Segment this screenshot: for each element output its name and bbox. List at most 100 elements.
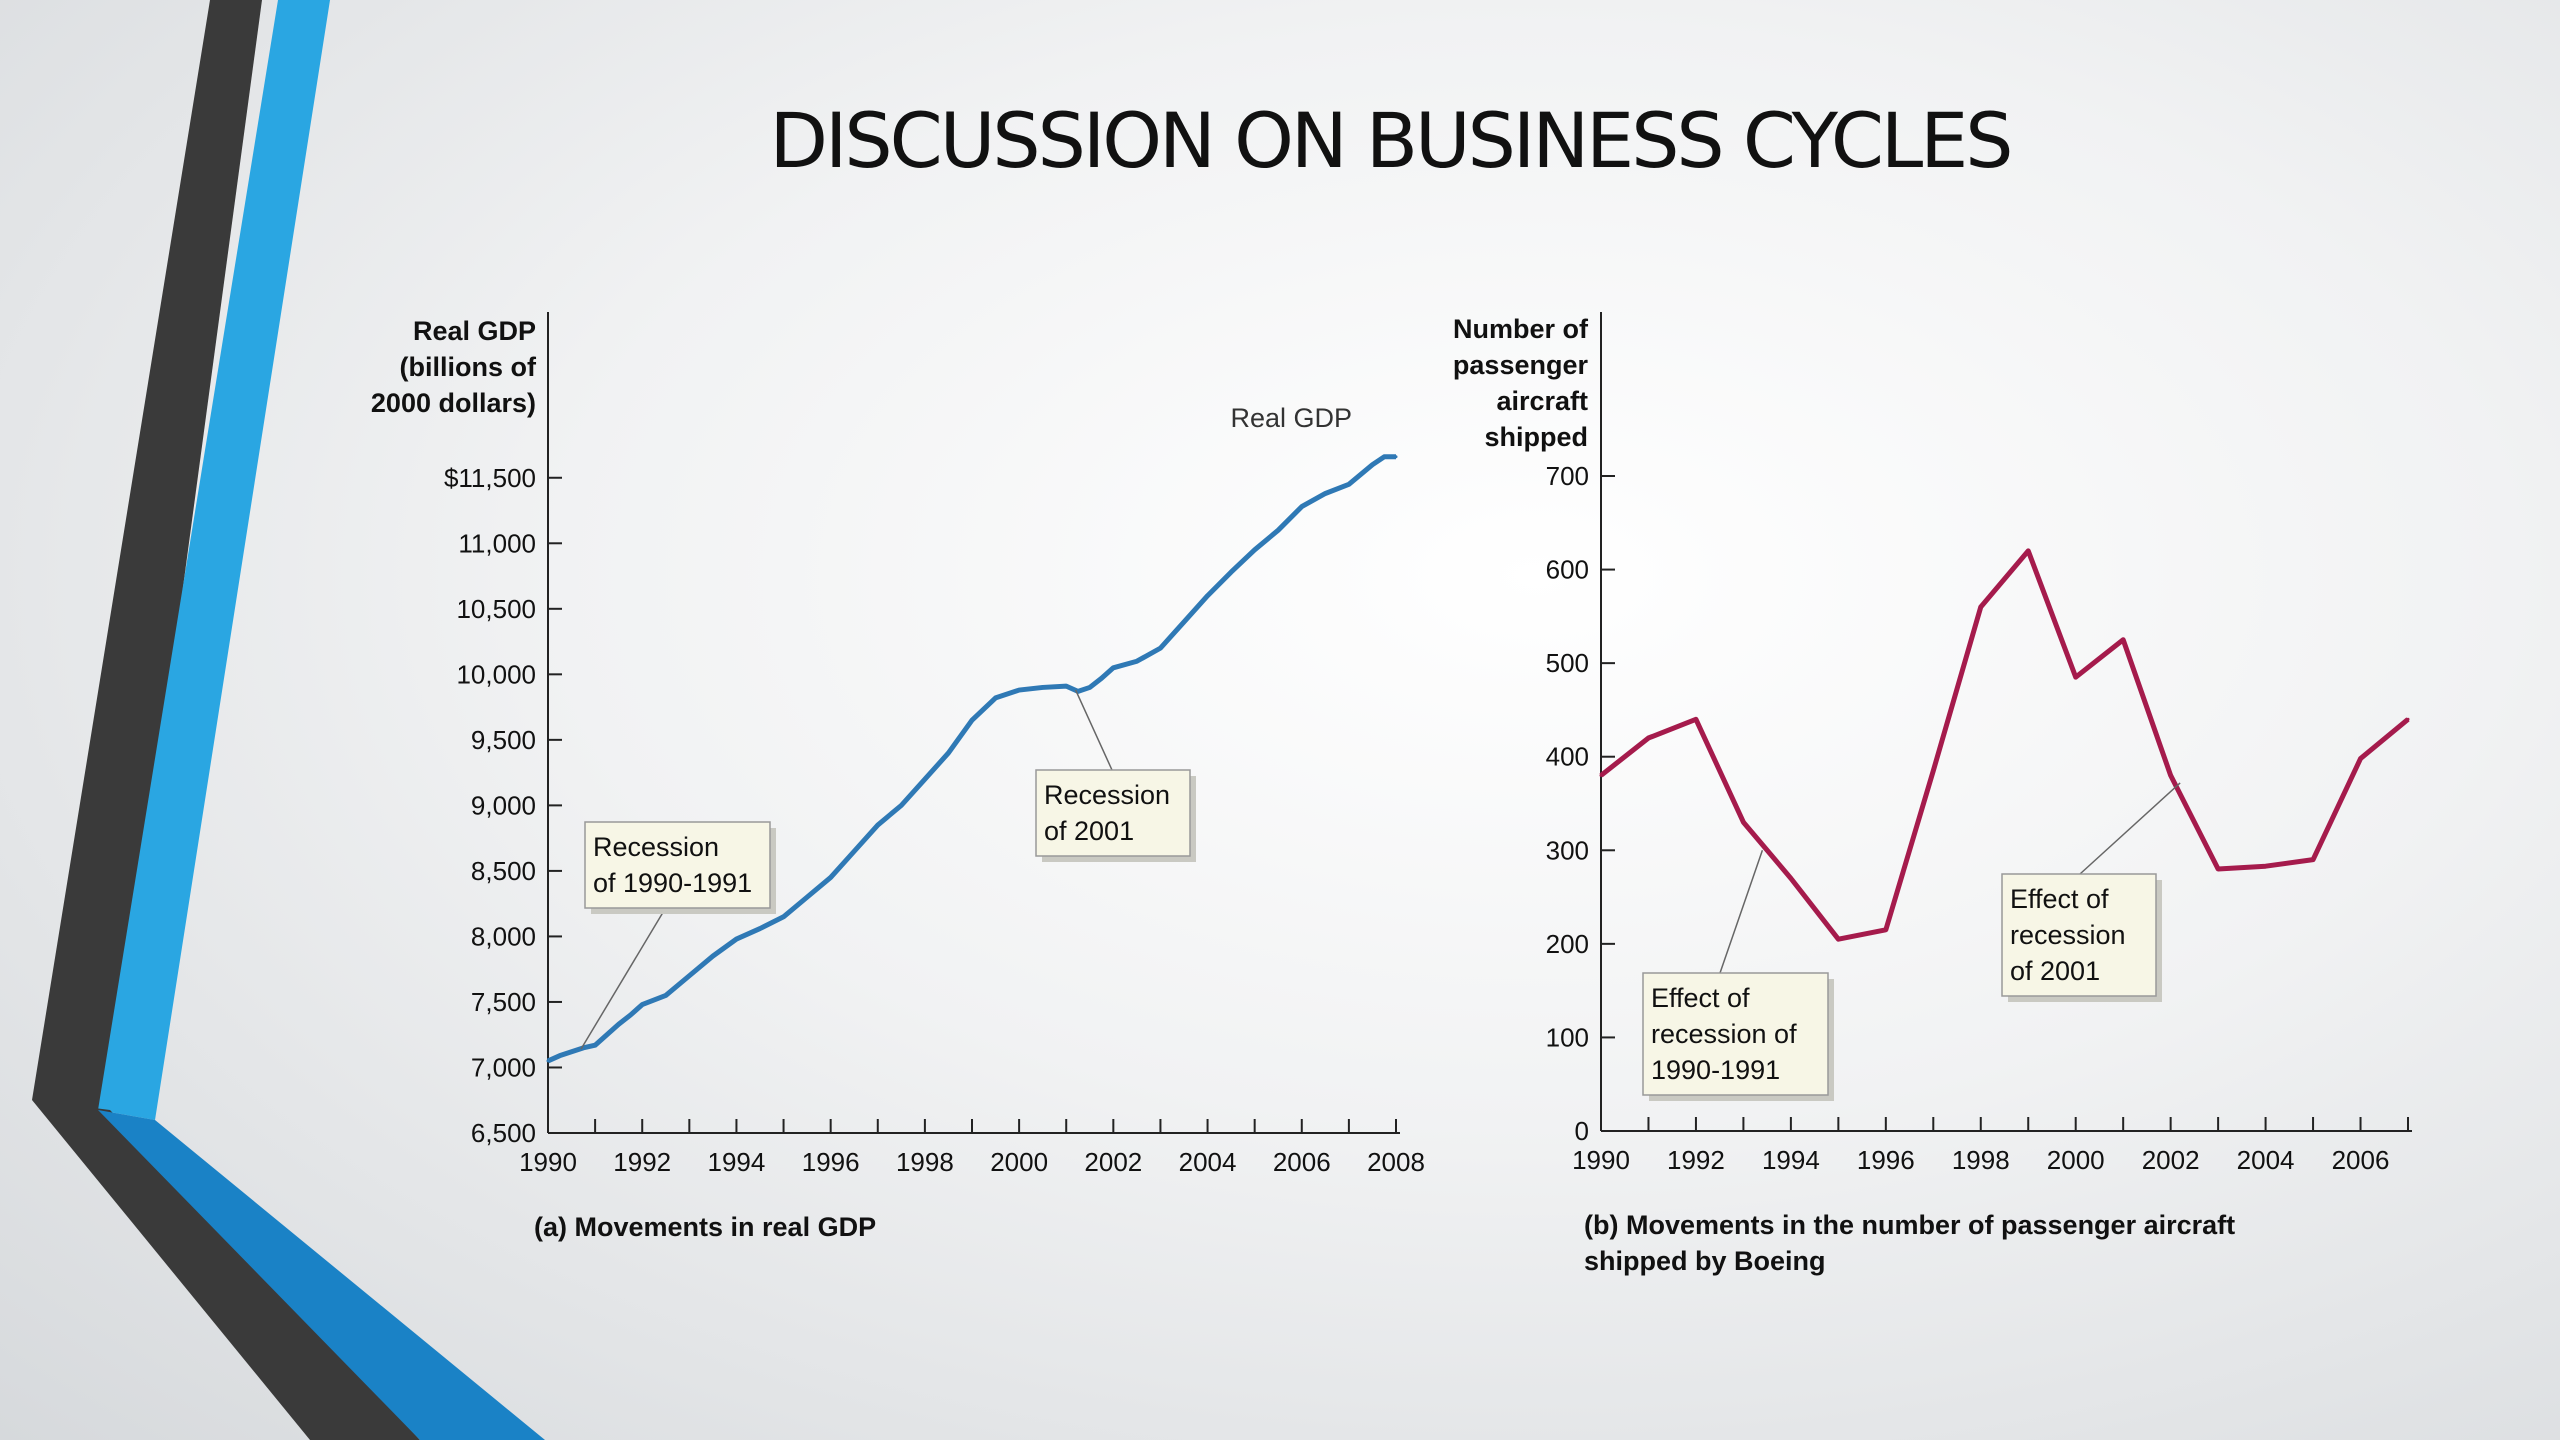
data-point (1182, 620, 1186, 624)
annotation-text: of 2001 (2010, 956, 2100, 986)
data-point (1017, 688, 1021, 692)
annotation-leader (1074, 689, 1113, 771)
data-point (1111, 666, 1115, 670)
y-tick-label: 0 (1575, 1116, 1589, 1146)
data-point (1394, 455, 1398, 459)
chart-caption: (b) Movements in the number of passenger… (1584, 1210, 2235, 1240)
data-point (1206, 594, 1210, 598)
data-point (570, 1050, 574, 1054)
series-label: Real GDP (1230, 403, 1352, 433)
y-tick-label: 11,000 (458, 528, 536, 558)
chart-real-gdp: 6,500 7,000 7,500 8,000 8,500 9,000 9,500 10,00… (371, 312, 1425, 1242)
data-point (1253, 548, 1257, 552)
annotation-box (1642, 972, 1829, 1096)
y-tick-label: 9,500 (471, 725, 536, 755)
slide-title: DISCUSSION ON BUSINESS CYCLES (769, 96, 2013, 185)
data-point (1135, 659, 1139, 663)
x-tick-label: 2006 (1273, 1147, 1331, 1177)
x-tick-label: 1994 (1762, 1145, 1820, 1175)
y-tick-label: 9,000 (471, 790, 536, 820)
y-axis-title: aircraft (1496, 386, 1588, 416)
data-point (1884, 928, 1888, 932)
data-point (687, 974, 691, 978)
data-point (664, 993, 668, 997)
annotation-leader (580, 903, 669, 1050)
y-tick-label: 100 (1546, 1022, 1589, 1052)
data-point (2074, 675, 2078, 679)
y-tick-label: 8,000 (471, 921, 536, 951)
data-point (1041, 685, 1045, 689)
x-tick-label: 1994 (708, 1147, 766, 1177)
data-point (1646, 736, 1650, 740)
dark-stripe-bottom (32, 1100, 420, 1440)
data-point (1300, 505, 1304, 509)
data-point (2406, 717, 2410, 721)
x-tick-label: 2000 (990, 1147, 1048, 1177)
annotation-text: 1990-1991 (1651, 1055, 1780, 1085)
y-tick-label: 500 (1546, 648, 1589, 678)
y-tick-label: 700 (1546, 461, 1589, 491)
data-point (2264, 864, 2268, 868)
chart-aircraft-shipped: 0 100 200 300 400 500 600 700 1990 1992 1994 1996 19… (1453, 312, 2412, 1276)
x-tick-label: 1996 (1857, 1145, 1915, 1175)
y-axis-title: shipped (1484, 422, 1588, 452)
x-tick-label: 1992 (1667, 1145, 1725, 1175)
y-tick-label: 200 (1546, 929, 1589, 959)
data-point (640, 1003, 644, 1007)
annotation-text: of 2001 (1044, 816, 1134, 846)
x-tick-label: 1992 (613, 1147, 671, 1177)
data-point (593, 1043, 597, 1047)
data-point (946, 751, 950, 755)
data-point (1694, 717, 1698, 721)
y-tick-label: 7,500 (471, 987, 536, 1017)
annotation-text: Effect of (2010, 884, 2109, 914)
y-tick-label: $11,500 (444, 463, 536, 493)
y-tick-label: 6,500 (471, 1118, 536, 1148)
x-tick-label: 1990 (1572, 1145, 1630, 1175)
x-tick-label: 2002 (1084, 1147, 1142, 1177)
y-axis-title: Number of (1453, 314, 1589, 344)
data-point (1599, 773, 1603, 777)
y-tick-label: 10,000 (456, 659, 536, 689)
data-point (1100, 676, 1104, 680)
data-point (1064, 684, 1068, 688)
data-point (1229, 570, 1233, 574)
blue-stripe-bottom (98, 1110, 545, 1440)
x-tick-label: 2006 (2332, 1145, 2390, 1175)
x-tick-label: 2008 (1367, 1147, 1425, 1177)
data-point (1789, 876, 1793, 880)
y-axis-title: (billions of (400, 352, 537, 382)
x-tick-label: 1996 (802, 1147, 860, 1177)
y-axis-title: passenger (1453, 350, 1589, 380)
annotation-text: Effect of (1651, 983, 1750, 1013)
data-point (1088, 685, 1092, 689)
data-point (876, 823, 880, 827)
data-point (994, 696, 998, 700)
data-point (2121, 638, 2125, 642)
series-line (546, 454, 1396, 1064)
y-tick-label: 300 (1546, 835, 1589, 865)
data-point (852, 849, 856, 853)
data-point (1741, 820, 1745, 824)
data-point (2216, 867, 2220, 871)
data-point (970, 718, 974, 722)
y-tick-label: 600 (1546, 555, 1589, 585)
data-point (923, 777, 927, 781)
y-tick-label: 400 (1546, 742, 1589, 772)
chart-caption: (a) Movements in real GDP (534, 1212, 876, 1242)
data-point (899, 803, 903, 807)
data-point (1347, 482, 1351, 486)
annotation-box (2001, 873, 2157, 997)
x-tick-label: 2000 (2047, 1145, 2105, 1175)
y-axis-title: 2000 dollars) (371, 388, 536, 418)
data-point (1931, 769, 1935, 773)
x-tick-label: 1998 (1952, 1145, 2010, 1175)
blue-stripe-top (98, 0, 330, 1120)
x-tick-label: 1990 (519, 1147, 577, 1177)
dark-stripe-top (32, 0, 262, 1130)
data-point (2169, 773, 2173, 777)
x-tick-label: 1998 (896, 1147, 954, 1177)
data-point (829, 875, 833, 879)
data-point (1158, 646, 1162, 650)
